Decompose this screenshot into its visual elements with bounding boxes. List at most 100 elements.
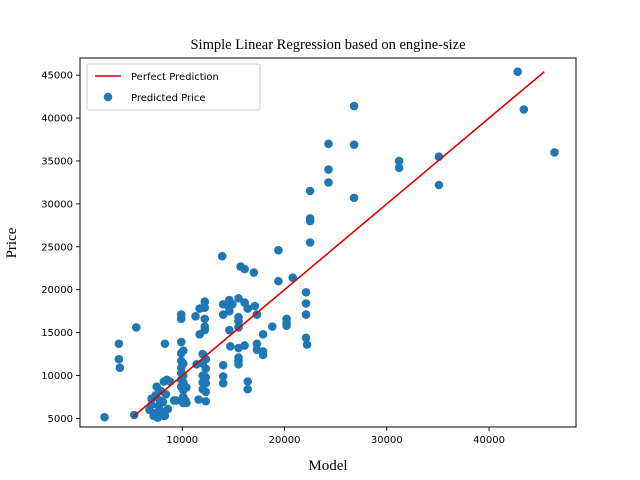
data-point	[218, 378, 228, 388]
data-point	[160, 339, 170, 349]
chart-title: Simple Linear Regression based on engine…	[190, 37, 465, 53]
data-point	[243, 304, 253, 313]
legend-box	[86, 63, 261, 111]
data-point	[217, 251, 227, 261]
legend: Perfect Prediction Predicted Price	[86, 63, 261, 111]
y-tick-label: 45000	[41, 71, 73, 82]
data-point	[274, 276, 283, 286]
y-axis-label: Price	[4, 227, 20, 258]
data-point	[274, 245, 283, 255]
data-point	[519, 105, 529, 114]
axes-frame	[79, 57, 577, 428]
data-point	[178, 359, 188, 368]
data-point	[201, 387, 211, 397]
data-point	[234, 293, 243, 303]
y-tick-label: 20000	[41, 285, 73, 296]
data-point	[176, 310, 186, 319]
axis-ticks: 10000 20000 30000 40000 5000 10000 15000 20000 2…	[41, 71, 505, 446]
data-point	[218, 360, 228, 370]
data-point	[182, 398, 191, 408]
data-point	[394, 156, 404, 166]
data-point	[194, 395, 203, 404]
data-point	[158, 397, 168, 407]
data-point	[234, 317, 243, 326]
data-point	[160, 411, 170, 421]
plot-area	[100, 67, 559, 422]
data-point	[201, 372, 211, 382]
y-tick-label: 25000	[41, 242, 73, 253]
data-point	[201, 396, 211, 406]
data-point	[305, 238, 315, 247]
data-point	[305, 216, 315, 226]
data-point	[252, 339, 262, 349]
data-point	[302, 340, 312, 349]
data-point	[200, 325, 210, 335]
data-point	[115, 363, 125, 373]
data-point	[240, 264, 249, 274]
data-point	[243, 377, 253, 386]
data-point	[324, 139, 333, 149]
data-point	[131, 323, 141, 332]
data-point	[225, 306, 234, 316]
data-point	[240, 341, 249, 350]
data-point	[349, 193, 359, 203]
data-point	[165, 377, 175, 386]
data-point	[258, 330, 268, 339]
data-point	[225, 325, 234, 335]
data-point	[305, 186, 315, 196]
data-point	[161, 390, 171, 399]
data-point	[301, 333, 311, 343]
x-tick-label: 20000	[269, 435, 301, 446]
data-point	[182, 383, 191, 392]
data-point	[226, 342, 235, 351]
data-point	[200, 314, 210, 324]
y-tick-label: 10000	[41, 371, 73, 382]
data-point	[243, 384, 253, 394]
data-point	[191, 312, 200, 321]
data-point	[550, 148, 559, 157]
x-axis-label: Model	[308, 458, 347, 474]
data-point	[301, 287, 311, 297]
data-point	[250, 301, 260, 311]
data-point	[252, 310, 262, 319]
data-point	[282, 321, 291, 331]
data-point	[267, 322, 277, 331]
data-point	[349, 101, 359, 111]
y-tick-label: 5000	[48, 414, 73, 425]
legend-label-perfect-prediction: Perfect Prediction	[131, 72, 219, 83]
x-tick-label: 40000	[473, 435, 505, 446]
data-point	[114, 354, 124, 364]
y-tick-label: 40000	[41, 114, 73, 125]
data-point	[163, 404, 173, 414]
y-tick-label: 35000	[41, 156, 73, 167]
data-point	[249, 268, 259, 277]
data-point	[100, 412, 109, 422]
perfect-prediction-line	[132, 71, 545, 418]
y-tick-label: 30000	[41, 199, 73, 210]
legend-marker-swatch	[103, 92, 113, 102]
data-point	[394, 163, 404, 173]
data-point	[228, 299, 237, 309]
data-point	[201, 364, 211, 373]
x-tick-label: 30000	[371, 435, 403, 446]
x-tick-label: 10000	[166, 435, 198, 446]
y-tick-label: 15000	[41, 328, 73, 339]
data-point	[200, 303, 210, 313]
data-point	[324, 165, 333, 174]
data-point	[301, 299, 311, 308]
data-point	[178, 346, 188, 355]
data-point	[513, 67, 523, 77]
data-point	[324, 178, 333, 187]
data-point	[218, 372, 228, 381]
data-point	[200, 297, 210, 307]
data-point	[114, 339, 124, 349]
data-point	[234, 360, 243, 369]
data-point	[434, 180, 444, 190]
data-point	[349, 140, 359, 149]
data-point	[258, 347, 268, 356]
data-point	[301, 310, 311, 319]
legend-label-predicted-price: Predicted Price	[131, 93, 206, 104]
data-point	[201, 378, 211, 388]
data-point	[176, 337, 186, 347]
